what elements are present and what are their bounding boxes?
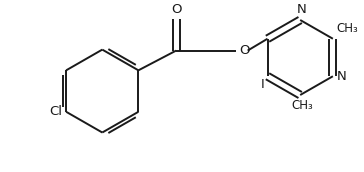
Text: I: I bbox=[261, 78, 265, 91]
Text: O: O bbox=[171, 3, 181, 16]
Text: CH₃: CH₃ bbox=[337, 22, 359, 35]
Text: N: N bbox=[337, 70, 347, 83]
Text: O: O bbox=[240, 44, 250, 57]
Text: Cl: Cl bbox=[49, 105, 62, 118]
Text: N: N bbox=[296, 3, 306, 16]
Text: CH₃: CH₃ bbox=[291, 99, 313, 112]
